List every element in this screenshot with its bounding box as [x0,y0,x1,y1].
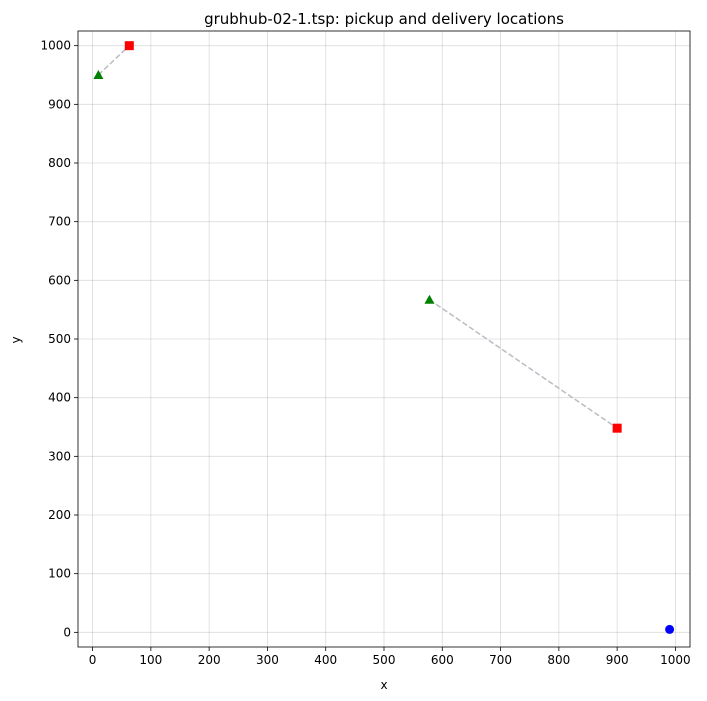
x-tick-label: 1000 [660,653,691,667]
x-tick-label: 800 [547,653,570,667]
y-tick-label: 600 [48,273,71,287]
delivery-marker [612,423,622,433]
x-tick-label: 900 [606,653,629,667]
y-tick-label: 100 [48,567,71,581]
x-axis-label: x [380,678,387,692]
pickup-marker [93,70,104,79]
x-tick-label: 0 [89,653,97,667]
y-tick-label: 1000 [40,39,71,53]
y-axis-label: y [9,336,23,343]
x-tick-label: 200 [198,653,221,667]
delivery-marker [124,41,134,51]
x-tick-label: 100 [139,653,162,667]
pickup-delivery-link [429,299,618,429]
x-tick-label: 500 [373,653,396,667]
pickup-delivery-links [97,45,618,429]
location-markers [93,41,675,634]
grid-lines [78,31,690,647]
y-tick-label: 800 [48,156,71,170]
x-tick-label: 700 [489,653,512,667]
y-tick-label: 0 [63,625,71,639]
x-axis-ticks: 0 100 200 300 400 500 600 700 800 900 1000 [89,647,691,667]
x-tick-label: 600 [431,653,454,667]
y-tick-label: 700 [48,215,71,229]
x-tick-label: 400 [314,653,337,667]
x-tick-label: 300 [256,653,279,667]
depot-marker [665,624,675,634]
y-tick-label: 500 [48,332,71,346]
pickup-marker [424,294,435,304]
pickup-delivery-link [97,45,130,76]
y-tick-label: 300 [48,449,71,463]
y-tick-label: 400 [48,391,71,405]
chart-title: grubhub-02-1.tsp: pickup and delivery lo… [204,10,564,28]
y-tick-label: 200 [48,508,71,522]
y-tick-label: 900 [48,97,71,111]
y-axis-ticks: 0 100 200 300 400 500 600 700 800 900 1000 [40,39,78,639]
